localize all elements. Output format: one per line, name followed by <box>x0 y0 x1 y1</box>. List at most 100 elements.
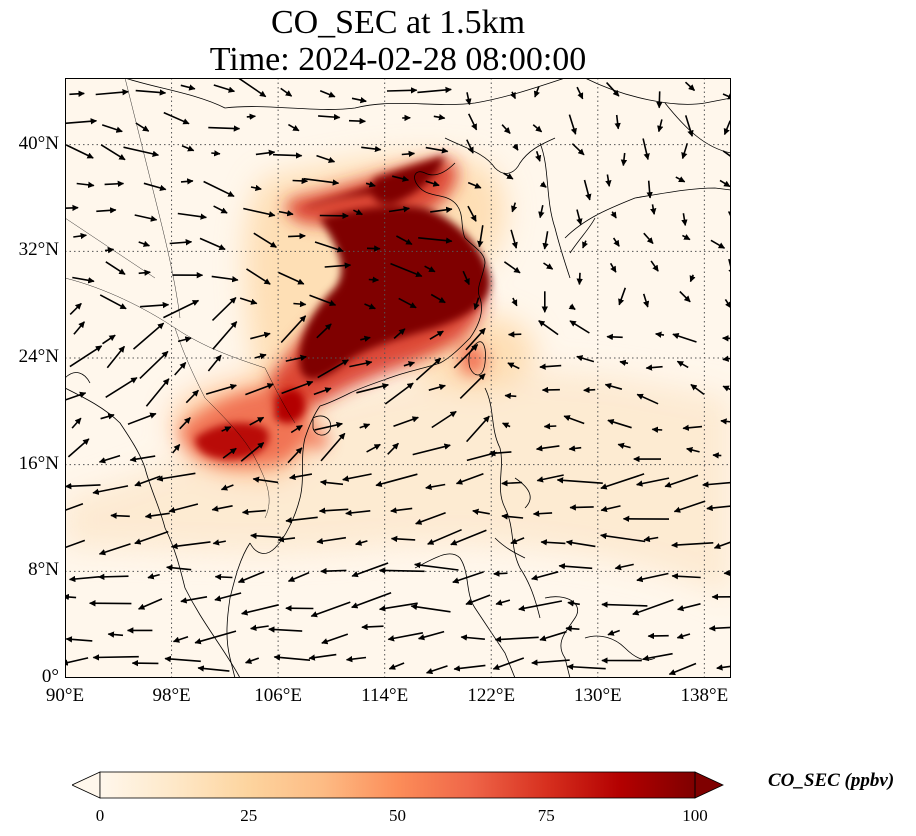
wind-arrow <box>412 443 451 456</box>
wind-arrow <box>618 287 627 306</box>
wind-arrow <box>673 500 706 513</box>
wind-arrow <box>207 354 222 372</box>
wind-arrow <box>682 233 691 241</box>
wind-arrow <box>132 322 165 350</box>
wind-arrow <box>668 662 697 676</box>
wind-arrow <box>538 205 545 219</box>
wind-arrow <box>65 144 94 159</box>
wind-arrow <box>194 630 237 645</box>
wind-arrow <box>378 567 425 574</box>
wind-arrow <box>467 205 477 222</box>
wind-arrow <box>293 300 307 308</box>
wind-arrow <box>607 629 620 636</box>
lat-tick-label: 40°N <box>18 132 59 154</box>
wind-arrow <box>351 562 389 578</box>
wind-arrow <box>671 541 714 549</box>
wind-arrow <box>632 598 674 616</box>
wind-arrow <box>237 78 267 98</box>
wind-arrow <box>280 87 293 97</box>
wind-arrow <box>568 114 577 135</box>
wind-arrow <box>245 383 274 396</box>
wind-arrow <box>600 473 645 490</box>
wind-arrow <box>567 600 580 607</box>
wind-arrow <box>241 604 279 616</box>
wind-arrow <box>138 269 151 276</box>
wind-arrow <box>501 480 523 487</box>
wind-arrow <box>388 662 405 670</box>
wind-arrow <box>398 297 417 309</box>
wind-arrow <box>205 383 237 395</box>
wind-arrow <box>73 232 87 240</box>
wind-arrow <box>509 91 517 100</box>
wind-arrow <box>646 180 653 199</box>
lon-tick-label: 90°E <box>45 685 85 706</box>
lat-tick-label: 16°N <box>18 452 59 474</box>
wind-arrow <box>214 592 242 602</box>
wind-arrow <box>681 143 689 160</box>
wind-arrow <box>429 330 444 340</box>
wind-arrow <box>65 204 79 212</box>
wind-arrow <box>502 422 511 429</box>
wind-arrow <box>492 657 525 671</box>
wind-arrow <box>143 182 167 192</box>
wind-arrow <box>418 237 453 244</box>
wind-arrow <box>390 262 423 278</box>
wind-arrow <box>203 180 235 198</box>
wind-arrow <box>706 504 731 512</box>
wind-arrow <box>319 89 336 98</box>
wind-arrow <box>583 179 592 201</box>
wind-arrow <box>723 569 731 577</box>
wind-arrow <box>543 262 554 270</box>
wind-arrow <box>606 333 623 341</box>
wind-arrow <box>477 225 484 248</box>
wind-arrow <box>671 573 701 580</box>
wind-arrow <box>650 204 657 215</box>
wind-arrow <box>415 357 442 381</box>
wind-arrow <box>287 571 310 582</box>
wind-arrow <box>278 210 294 217</box>
wind-arrow <box>144 512 170 520</box>
map-title: CO_SEC at 1.5km <box>270 4 526 41</box>
wind-arrow <box>414 561 459 571</box>
wind-arrow <box>501 513 524 520</box>
wind-arrow <box>351 591 392 609</box>
wind-arrow <box>650 260 659 272</box>
wind-arrow <box>609 262 617 273</box>
wind-arrow <box>166 564 192 571</box>
lat-tick-label: 8°N <box>28 559 59 581</box>
wind-arrow <box>314 241 344 253</box>
wind-arrow <box>467 181 482 189</box>
wind-arrow <box>511 202 518 213</box>
wind-arrow <box>430 206 453 214</box>
wind-arrow <box>255 149 276 156</box>
wind-arrow <box>462 270 470 286</box>
wind-arrow <box>316 154 336 163</box>
wind-arrow <box>568 445 582 452</box>
wind-arrow <box>657 119 664 133</box>
wind-arrow <box>401 150 416 158</box>
wind-arrow <box>351 96 367 104</box>
wind-arrow <box>512 143 519 151</box>
wind-arrow <box>353 209 363 216</box>
wind-arrow <box>472 508 490 515</box>
wind-arrow <box>565 625 580 632</box>
wind-arrow <box>65 118 98 125</box>
wind-arrow <box>68 575 100 583</box>
wind-arrow <box>318 507 349 514</box>
wind-arrow <box>558 563 593 570</box>
wind-arrow <box>69 302 82 315</box>
wind-arrow <box>510 537 525 545</box>
wind-arrow <box>617 442 631 449</box>
wind-arrow <box>102 334 116 345</box>
wind-arrow <box>431 410 457 429</box>
wind-arrow <box>244 657 260 664</box>
lon-tick-label: 138°E <box>680 685 729 706</box>
wind-arrow <box>614 114 621 130</box>
wind-arrow <box>250 624 269 631</box>
wind-arrow <box>642 293 650 308</box>
wind-arrow <box>349 360 373 368</box>
wind-arrow <box>181 144 195 152</box>
wind-arrow <box>180 178 194 185</box>
wind-arrow <box>278 271 305 285</box>
wind-arrow <box>533 86 540 98</box>
